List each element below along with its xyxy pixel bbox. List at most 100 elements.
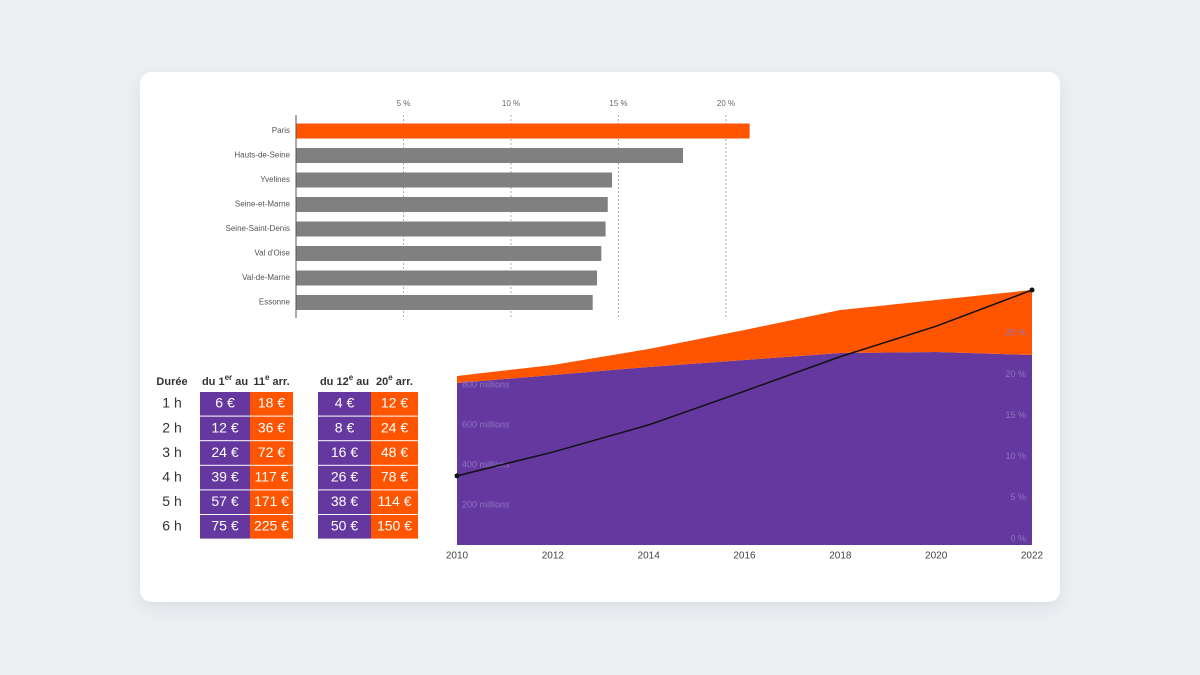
price: 48 € [381,444,408,460]
price: 26 € [331,469,358,485]
table-cell [371,490,418,514]
price: 8 € [335,419,355,435]
category-label: Yvelines [260,175,290,184]
table-cell [200,441,250,465]
price: 72 € [258,444,285,460]
category-label: Essonne [259,298,291,307]
table-cell [200,515,250,539]
table-cell [318,441,371,465]
line-end-point [1029,287,1035,293]
header-part: e [349,373,354,382]
header-part: au [353,376,369,388]
header-part: 20 [376,376,388,388]
table-header: du 12e au [320,373,369,388]
area [457,290,1032,383]
category-label: Seine-et-Marne [235,200,291,209]
category-label: Seine-Saint-Denis [226,224,290,233]
table-cell [318,416,371,441]
table-cell [371,441,418,465]
header-part: au [232,376,248,388]
x-tick-label: 2012 [542,551,565,562]
table-cell [250,392,293,416]
y2-tick-label: 0 % [1010,533,1026,543]
price: 24 € [211,444,238,460]
y-tick-label: 400 millions [462,459,510,469]
duration: 1 h [162,395,181,411]
line-end-point [454,473,460,479]
duration: 5 h [162,493,181,509]
category-label: Val d'Oise [254,249,290,258]
price: 24 € [381,419,408,435]
x-tick-label: 2020 [925,551,948,562]
y2-tick-label: 5 % [1010,492,1026,502]
table-cell [371,416,418,441]
table-cell [318,490,371,514]
table-cell [371,515,418,539]
table-cell [200,490,250,514]
bar [296,197,608,212]
table-cell [318,465,371,490]
price: 75 € [211,518,238,534]
table-cell [250,416,293,441]
price: 57 € [211,493,238,509]
price: 4 € [335,395,355,411]
price: 38 € [331,493,358,509]
table-cell [371,392,418,416]
header-part: arr. [269,376,289,388]
header-part: e [388,373,393,382]
table-header: Durée [156,376,187,388]
price: 78 € [381,469,408,485]
price: 36 € [258,419,285,435]
y2-tick-label: 15 % [1005,410,1026,420]
price: 225 € [254,518,289,534]
price: 50 € [331,518,358,534]
bar [296,221,606,237]
y2-tick-label: 20 % [1005,369,1026,379]
x-tick-label: 2016 [733,551,756,562]
duration: 6 h [162,518,181,534]
table-cell [200,416,250,441]
header-part: er [225,373,233,382]
x-tick-label: 5 % [397,99,411,108]
x-tick-label: 20 % [717,99,735,108]
duration: 3 h [162,444,181,460]
category-label: Hauts-de-Seine [234,151,290,160]
price: 117 € [255,469,289,485]
y-tick-label: 200 millions [462,499,510,509]
bar [296,270,597,286]
plot [457,290,1032,545]
table-cell [318,392,371,416]
table-cell [200,392,250,416]
bar [296,246,602,261]
x-tick-label: 10 % [502,99,520,108]
y2-tick-label: 10 % [1005,451,1026,461]
table-cell [371,465,418,490]
price: 39 € [211,469,238,485]
price: 150 € [377,518,412,534]
table-cell [250,515,293,539]
duration: 4 h [162,469,181,485]
table-header: du 1er au [202,373,248,388]
header-part: arr. [393,376,413,388]
category-label: Paris [272,126,290,135]
x-tick-label: 2022 [1021,551,1044,562]
category-label: Val-de-Marne [242,273,290,282]
table-cell [250,465,293,490]
y2-tick-label: 25 % [1005,328,1026,338]
bar [296,172,613,188]
price: 171 € [254,493,289,509]
y-tick-label: 800 millions [462,379,510,389]
bar [296,148,683,163]
header-part: 11 [253,376,265,388]
bar [296,123,750,139]
price: 18 € [258,395,285,411]
price: 114 € [378,493,412,509]
header-part: du 12 [320,376,349,388]
bar [296,295,593,310]
x-tick-label: 15 % [609,99,627,108]
table-cell [318,515,371,539]
header-part: du 1 [202,376,225,388]
price: 16 € [331,444,358,460]
